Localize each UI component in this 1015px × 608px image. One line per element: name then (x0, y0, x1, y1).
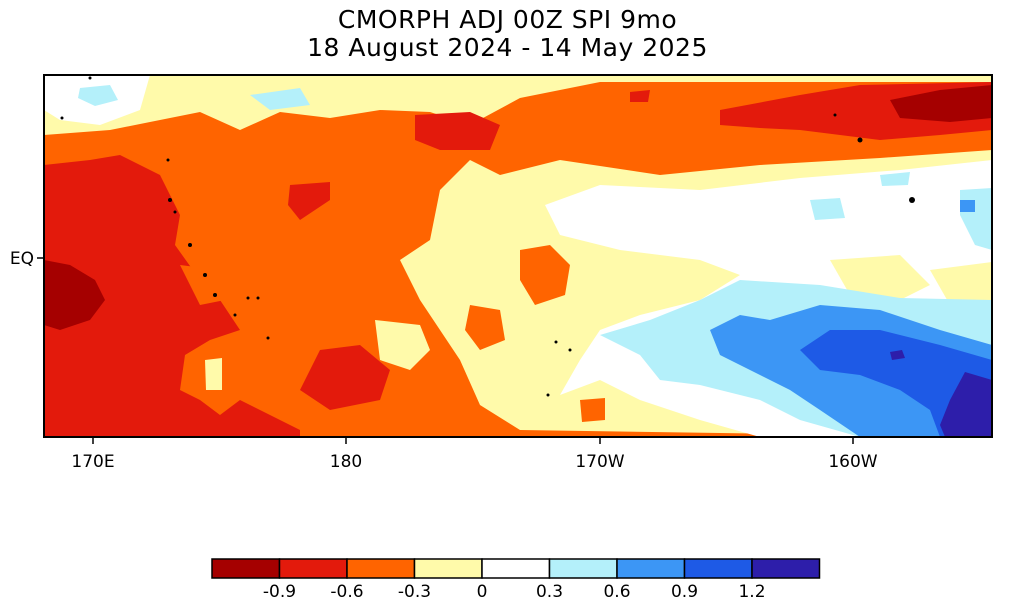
x-axis-ticks (37, 257, 854, 444)
legend-label-2: -0.3 (398, 582, 431, 602)
anomaly-dark-red-west (44, 260, 105, 330)
anomaly-pale-yellow-east-edge (930, 262, 992, 310)
map-title-line-1: CMORPH ADJ 00Z SPI 9mo (337, 5, 678, 34)
anomaly-deep-blue-east (800, 330, 992, 437)
legend-label-7: 1.2 (738, 582, 765, 602)
legend-swatch-1 (278, 558, 348, 579)
legend-label-3: 0 (477, 582, 488, 602)
x-tick-160w: 160W (828, 452, 877, 472)
anomaly-orange-patch-3 (580, 398, 605, 422)
legend-swatch-4 (481, 558, 551, 579)
anomaly-red-small-1 (288, 182, 330, 220)
anomaly-light-blue-small-1 (810, 198, 845, 220)
anomaly-orange-patch-2 (465, 305, 505, 350)
anomaly-blue-small (960, 200, 975, 212)
anomaly-orange-patch-1 (520, 245, 570, 305)
legend-swatch-6 (616, 558, 686, 579)
anomaly-pale-yellow-north (44, 75, 992, 135)
legend-swatch-2 (346, 558, 416, 579)
island-markers (60, 76, 915, 397)
anomaly-pale-yellow-small-1 (205, 358, 222, 390)
anomaly-indigo-small (890, 350, 905, 360)
anomaly-indigo-southeast (940, 372, 992, 437)
legend-label-0: -0.9 (263, 582, 296, 602)
x-tick-170w: 170W (575, 452, 624, 472)
anomaly-pale-yellow-east-patch (830, 255, 930, 300)
anomaly-dark-red-northeast (890, 85, 992, 122)
anomaly-red-north-central (415, 112, 500, 150)
anomaly-light-blue-top (250, 88, 310, 110)
map-plot-area (44, 75, 992, 437)
legend-label-4: 0.3 (536, 582, 563, 602)
anomaly-pale-yellow-small-2 (375, 320, 430, 370)
anomaly-light-blue-top-left (78, 85, 118, 106)
legend-swatch-5 (548, 558, 618, 579)
x-tick-170e: 170E (71, 452, 114, 472)
anomaly-red-small-2 (630, 90, 650, 102)
y-tick-eq: EQ (10, 249, 34, 269)
legend-label-6: 0.9 (671, 582, 698, 602)
anomaly-red-central (300, 345, 390, 410)
map-frame (43, 74, 993, 438)
map-title-line-2: 18 August 2024 - 14 May 2025 (307, 33, 708, 62)
color-legend-labels: -0.9 -0.6 -0.3 0 0.3 0.6 0.9 1.2 (263, 582, 766, 602)
legend-swatch-0 (211, 558, 281, 579)
legend-swatch-8 (751, 558, 821, 579)
legend-swatch-3 (413, 558, 483, 579)
x-tick-180: 180 (330, 452, 362, 472)
anomaly-red-west (44, 155, 300, 437)
legend-label-1: -0.6 (330, 582, 363, 602)
legend-swatch-7 (683, 558, 753, 579)
legend-label-5: 0.6 (603, 582, 630, 602)
color-legend (211, 558, 821, 579)
anomaly-light-blue-small-3 (880, 172, 910, 186)
